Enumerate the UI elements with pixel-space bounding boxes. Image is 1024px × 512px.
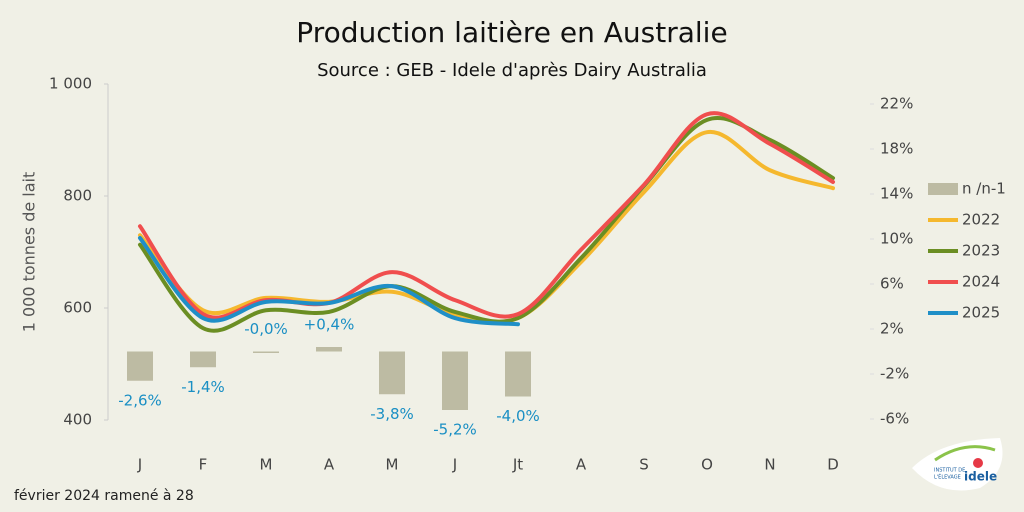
x-tick-label: O bbox=[701, 456, 713, 474]
logo-swoosh bbox=[934, 445, 996, 462]
y2-tick-label: 14% bbox=[880, 185, 913, 203]
y-tick-label: 400 bbox=[63, 411, 92, 429]
value-label: +0,4% bbox=[304, 316, 355, 334]
chart-title: Production laitière en Australie bbox=[296, 16, 727, 49]
x-tick-label: J bbox=[137, 456, 142, 474]
legend-label: 2024 bbox=[962, 273, 1000, 291]
logo: INSTITUT DE L'ÉLEVAGE idele bbox=[912, 438, 1003, 491]
y2-tick-label: 10% bbox=[880, 230, 913, 248]
x-tick-label: J bbox=[452, 456, 457, 474]
bar bbox=[379, 351, 405, 395]
y2-tick-label: 22% bbox=[880, 95, 913, 113]
logo-shape bbox=[912, 438, 1003, 491]
y-tick-label: 800 bbox=[63, 187, 92, 205]
legend-label: 2025 bbox=[962, 304, 1000, 322]
y2-tick-label: -6% bbox=[880, 410, 909, 428]
x-tick-label: N bbox=[764, 456, 775, 474]
y2-tick-label: -2% bbox=[880, 365, 909, 383]
legend-label: 2022 bbox=[962, 211, 1000, 229]
line-series bbox=[138, 116, 835, 333]
line-series bbox=[138, 236, 520, 327]
logo-dot bbox=[973, 458, 983, 468]
x-tick-label: A bbox=[576, 456, 587, 474]
value-label: -3,8% bbox=[370, 405, 414, 423]
bar bbox=[190, 351, 216, 368]
legend-label: n /n-1 bbox=[962, 180, 1006, 198]
logo-text: L'ÉLEVAGE bbox=[934, 473, 961, 481]
y2-tick-label: 2% bbox=[880, 320, 904, 338]
y2-tick-label: 18% bbox=[880, 140, 913, 158]
legend-swatch bbox=[928, 183, 958, 195]
value-label: -2,6% bbox=[118, 391, 162, 409]
x-tick-label: Jt bbox=[512, 456, 523, 474]
chart-subtitle: Source : GEB - Idele d'après Dairy Austr… bbox=[317, 60, 707, 81]
x-tick-label: M bbox=[260, 456, 273, 474]
y-tick-label: 600 bbox=[63, 299, 92, 317]
value-label: -1,4% bbox=[181, 378, 225, 396]
value-label: -0,0% bbox=[244, 320, 288, 338]
y-tick-label: 1 000 bbox=[49, 75, 92, 93]
bar bbox=[253, 351, 279, 353]
logo-brand: idele bbox=[964, 470, 997, 484]
line-series bbox=[138, 111, 835, 320]
y2-tick-label: 6% bbox=[880, 275, 904, 293]
x-tick-label: S bbox=[639, 456, 649, 474]
line-series bbox=[138, 130, 835, 324]
x-tick-label: A bbox=[324, 456, 335, 474]
bar bbox=[127, 351, 153, 381]
bar bbox=[505, 351, 531, 397]
logo-text: INSTITUT DE bbox=[934, 468, 965, 474]
value-label: -4,0% bbox=[496, 407, 540, 425]
y-axis-label: 1 000 tonnes de lait bbox=[20, 172, 39, 333]
bar bbox=[442, 351, 468, 410]
value-label: -5,2% bbox=[433, 421, 477, 439]
footnote: février 2024 ramené à 28 bbox=[14, 488, 194, 504]
x-tick-label: D bbox=[827, 456, 839, 474]
legend-label: 2023 bbox=[962, 242, 1000, 260]
x-tick-label: M bbox=[386, 456, 399, 474]
x-tick-label: F bbox=[199, 456, 208, 474]
bar bbox=[316, 347, 342, 352]
